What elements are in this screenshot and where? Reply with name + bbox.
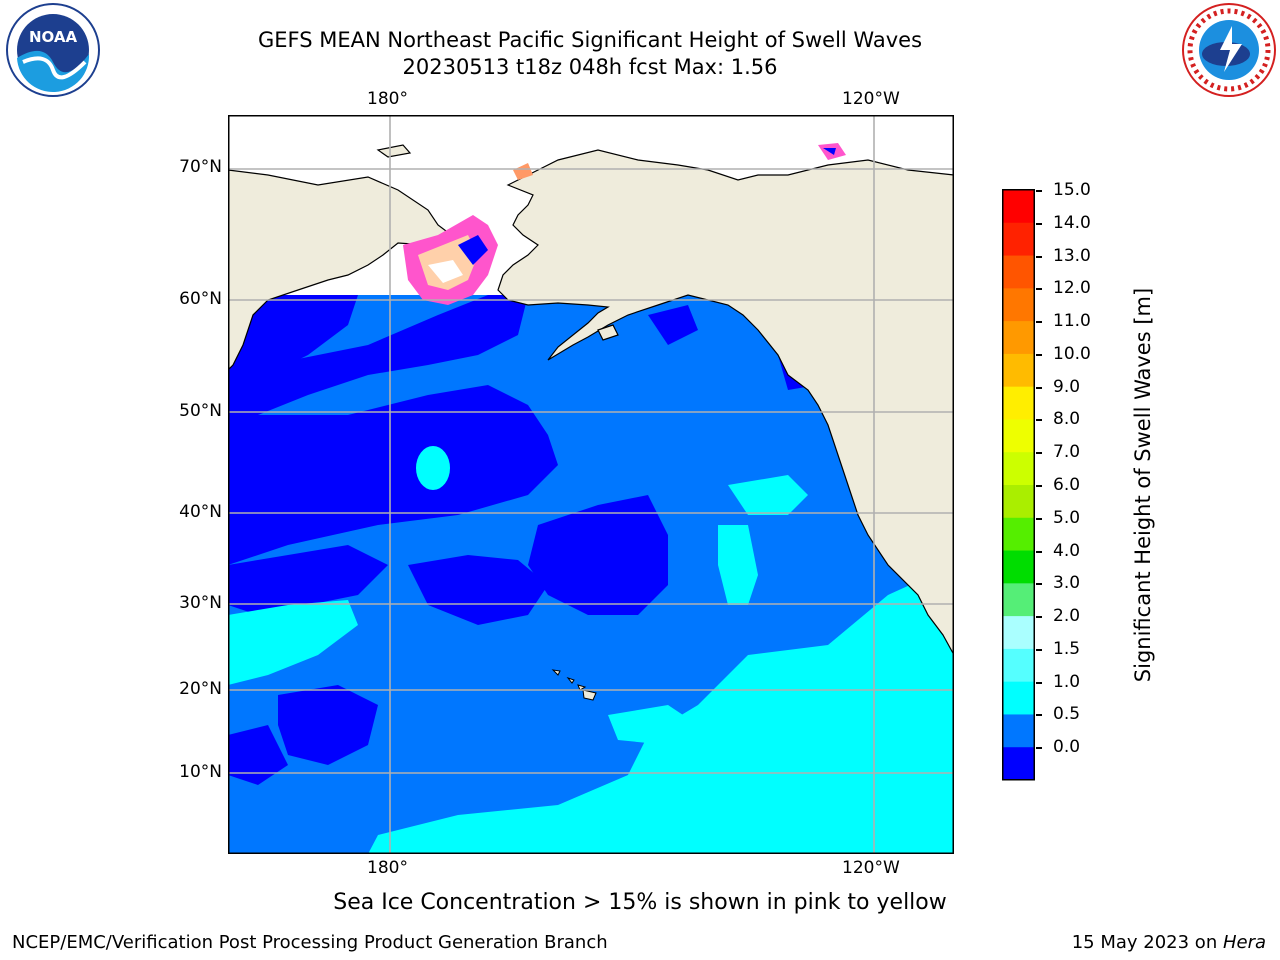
colorbar-tick-mark xyxy=(1036,321,1042,323)
lat-label-40n: 40°N xyxy=(179,502,222,522)
colorbar-band xyxy=(1003,550,1034,584)
colorbar-tick-mark xyxy=(1036,714,1042,716)
nws-logo xyxy=(1182,3,1276,97)
colorbar-band xyxy=(1003,321,1034,355)
colorbar-band xyxy=(1003,288,1034,322)
colorbar-tick-mark xyxy=(1036,747,1042,749)
colorbar-tick-mark xyxy=(1036,583,1042,585)
colorbar-tick-mark xyxy=(1036,387,1042,389)
colorbar-tick-label: 0.0 xyxy=(1053,737,1081,758)
map-frame xyxy=(228,115,954,854)
colorbar-tick-label: 11.0 xyxy=(1053,311,1091,332)
colorbar-band xyxy=(1003,517,1034,552)
lon-label-top-180: 180° xyxy=(367,89,408,109)
colorbar-tick-label: 1.0 xyxy=(1053,671,1081,692)
footer-date-text: 15 May 2023 on xyxy=(1071,932,1223,953)
svg-text:NOAA: NOAA xyxy=(29,28,78,46)
colorbar-band xyxy=(1003,648,1034,683)
colorbar-band xyxy=(1003,616,1034,650)
colorbar-band xyxy=(1003,485,1034,519)
colorbar-tick-mark xyxy=(1036,682,1042,684)
colorbar-tick-mark xyxy=(1036,288,1042,290)
colorbar-tick-mark xyxy=(1036,485,1042,487)
colorbar-tick-mark xyxy=(1036,256,1042,258)
colorbar-title: Significant Height of Swell Waves [m] xyxy=(1131,287,1155,683)
colorbar-band xyxy=(1003,222,1034,257)
colorbar-tick-mark xyxy=(1036,518,1042,520)
map-subtitle: 20230513 t18z 048h fcst Max: 1.56 xyxy=(402,55,778,79)
colorbar-tick-label: 4.0 xyxy=(1053,540,1081,561)
lat-label-60n: 60°N xyxy=(179,289,222,309)
colorbar-band xyxy=(1003,255,1034,289)
lon-label-top-120w: 120°W xyxy=(842,89,900,109)
graticule xyxy=(228,115,954,854)
colorbar-tick-label: 15.0 xyxy=(1053,180,1091,200)
lat-label-20n: 20°N xyxy=(179,679,222,699)
footer-host: Hera xyxy=(1222,932,1266,953)
lat-label-50n: 50°N xyxy=(179,401,222,421)
footer-branch: NCEP/EMC/Verification Post Processing Pr… xyxy=(12,932,608,953)
colorbar-tick-label: 13.0 xyxy=(1053,245,1091,266)
colorbar-tick-label: 10.0 xyxy=(1053,343,1091,364)
sea-ice-note: Sea Ice Concentration > 15% is shown in … xyxy=(333,890,947,915)
colorbar-band xyxy=(1003,190,1034,224)
colorbar-tick-label: 14.0 xyxy=(1053,212,1091,233)
low-swell-regions xyxy=(228,295,818,785)
colorbar-band xyxy=(1003,353,1034,388)
colorbar-band xyxy=(1003,714,1034,748)
footer-date: 15 May 2023 on Hera xyxy=(1072,932,1266,953)
colorbar-tick-mark xyxy=(1036,223,1042,225)
map-title: GEFS MEAN Northeast Pacific Significant … xyxy=(257,28,923,52)
lat-label-70n: 70°N xyxy=(179,157,222,177)
colorbar-tick-label: 0.5 xyxy=(1053,704,1081,725)
colorbar-band xyxy=(1003,419,1034,453)
colorbar-tick-label: 9.0 xyxy=(1053,376,1081,397)
colorbar-tick-mark xyxy=(1036,452,1042,454)
colorbar-tick-label: 3.0 xyxy=(1053,573,1081,594)
colorbar-tick-label: 1.5 xyxy=(1053,638,1081,659)
noaa-logo: NOAA xyxy=(6,3,100,97)
colorbar-tick-mark xyxy=(1036,551,1042,553)
sea-ice xyxy=(403,143,846,305)
lon-label-bottom-120w: 120°W xyxy=(842,858,900,878)
colorbar-band xyxy=(1003,583,1034,617)
map-panel xyxy=(228,115,954,854)
colorbar-tick-mark xyxy=(1036,649,1042,651)
lon-label-bottom-180: 180° xyxy=(367,858,408,878)
colorbar-tick-mark xyxy=(1036,419,1042,421)
colorbar-tick-label: 8.0 xyxy=(1053,409,1081,430)
colorbar-tick-label: 7.0 xyxy=(1053,442,1081,463)
colorbar-tick-label: 2.0 xyxy=(1053,606,1081,627)
colorbar-band xyxy=(1003,681,1034,715)
land xyxy=(228,144,954,656)
colorbar-band xyxy=(1003,747,1034,781)
colorbar xyxy=(1002,189,1035,781)
colorbar-band xyxy=(1003,452,1034,486)
colorbar-tick-mark xyxy=(1036,190,1042,192)
colorbar-tick-label: 12.0 xyxy=(1053,278,1091,299)
colorbar-tick-label: 6.0 xyxy=(1053,475,1081,495)
colorbar-tick-mark xyxy=(1036,354,1042,356)
high-swell-regions xyxy=(228,446,954,854)
colorbar-band xyxy=(1003,386,1034,420)
colorbar-tick-mark xyxy=(1036,616,1042,618)
lat-label-10n: 10°N xyxy=(179,762,222,782)
colorbar-tick-label: 5.0 xyxy=(1053,507,1081,528)
lat-label-30n: 30°N xyxy=(179,593,222,613)
hawaii-islands xyxy=(551,669,597,701)
